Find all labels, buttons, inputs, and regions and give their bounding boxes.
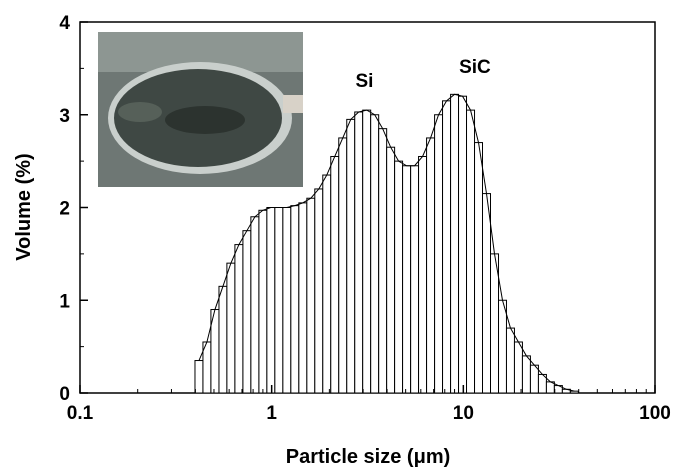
bar <box>250 216 260 394</box>
bar <box>242 230 252 394</box>
bar <box>394 160 404 394</box>
bar <box>298 202 308 394</box>
bar <box>426 137 436 394</box>
x-tick-label: 100 <box>639 403 671 424</box>
bar <box>474 142 484 394</box>
bar <box>450 93 460 394</box>
bar <box>370 114 380 394</box>
bar <box>458 95 468 394</box>
distribution-line <box>198 93 575 392</box>
x-tick-label: 0.1 <box>67 403 94 424</box>
bar <box>521 355 531 394</box>
bar <box>482 193 492 394</box>
inset-photo <box>98 32 303 187</box>
x-axis-label: Particle size (μm) <box>286 446 451 468</box>
bar <box>194 360 204 394</box>
bar <box>234 244 244 394</box>
y-tick-label: 4 <box>59 13 70 34</box>
bar <box>498 299 507 394</box>
bar <box>266 207 276 394</box>
bar <box>338 137 348 394</box>
bar <box>529 364 539 394</box>
bar <box>354 111 364 394</box>
bar <box>330 155 340 394</box>
bar <box>466 109 476 394</box>
bar <box>306 197 316 394</box>
y-tick-label: 3 <box>59 106 70 127</box>
y-tick-label: 1 <box>59 291 70 312</box>
bar <box>226 262 236 394</box>
bar <box>505 327 515 394</box>
bar <box>314 188 324 394</box>
bar <box>513 341 523 394</box>
bar <box>386 146 396 394</box>
bar <box>290 205 300 394</box>
bar <box>434 114 444 394</box>
bar <box>258 209 268 394</box>
bar <box>410 165 420 394</box>
bar <box>282 207 292 394</box>
bar <box>378 128 388 394</box>
annotation: Si <box>356 71 374 92</box>
bar <box>490 253 500 394</box>
bar <box>569 390 579 394</box>
annotation: SiC <box>459 57 491 78</box>
bar <box>418 155 428 394</box>
bar <box>322 174 332 394</box>
y-axis-label: Volume (%) <box>13 153 35 260</box>
bar <box>274 207 284 394</box>
bar <box>442 100 452 394</box>
bar <box>346 118 356 394</box>
y-tick-label: 2 <box>59 199 70 220</box>
x-tick-label: 10 <box>453 403 474 424</box>
bar <box>218 285 228 394</box>
bar <box>362 109 372 394</box>
bar <box>402 165 412 394</box>
y-tick-label: 0 <box>59 384 70 405</box>
x-tick-label: 1 <box>266 403 277 424</box>
